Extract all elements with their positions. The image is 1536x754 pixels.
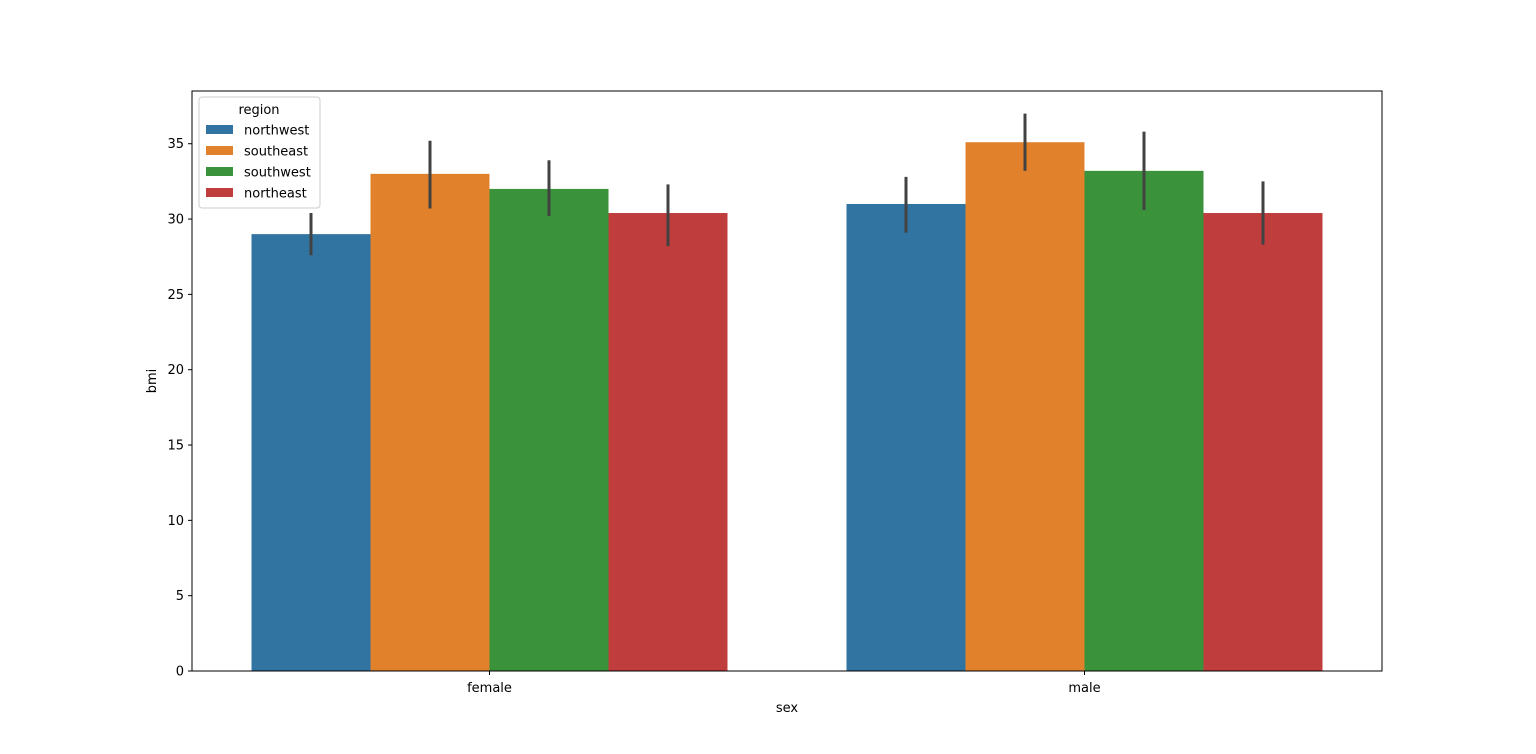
plot-frame: [191, 90, 1383, 672]
y-axis: 0 5 10 15 20 25 30 35: [167, 137, 192, 680]
y-axis-label: bmi: [145, 369, 160, 394]
y-tick-label: 25: [167, 288, 184, 303]
y-tick-label: 10: [167, 514, 184, 529]
bar-northwest-female: [251, 234, 371, 671]
legend-items: northwest southeast southwest northeast: [206, 124, 311, 202]
legend-box: [198, 96, 321, 209]
x-axis: female male: [467, 671, 1101, 696]
legend-label-northeast: northeast: [244, 187, 307, 202]
bar-southwest-female: [489, 188, 609, 672]
legend-label-southeast: southeast: [244, 145, 308, 160]
legend-label-southwest: southwest: [244, 166, 311, 181]
legend-label-northwest: northwest: [244, 124, 309, 139]
legend-swatch-southwest: [206, 167, 233, 176]
bar-southwest-male: [1084, 170, 1204, 671]
bar-northeast-male: [1203, 213, 1323, 671]
x-tick-label: female: [467, 681, 512, 696]
legend-swatch-southeast: [206, 146, 233, 155]
legend-title: region: [238, 103, 279, 118]
legend-swatch-northeast: [206, 188, 233, 197]
y-tick-label: 30: [167, 213, 184, 228]
y-tick-label: 5: [176, 589, 184, 604]
y-tick-label: 0: [176, 665, 184, 680]
legend-swatch-northwest: [206, 125, 233, 134]
y-tick-label: 15: [167, 439, 184, 454]
x-tick-label: male: [1068, 681, 1100, 696]
legend: region northwest southeast southwest northe…: [198, 96, 321, 209]
error-bars-layer: [309, 113, 1265, 256]
y-tick-label: 35: [167, 137, 184, 152]
bar-southeast-female: [370, 173, 490, 671]
bar-northeast-female: [608, 213, 728, 671]
bar-southeast-male: [965, 142, 1085, 672]
y-tick-label: 20: [167, 363, 184, 378]
bars-layer: [251, 142, 1323, 672]
bar-northwest-male: [846, 203, 966, 672]
x-axis-label: sex: [776, 701, 799, 716]
